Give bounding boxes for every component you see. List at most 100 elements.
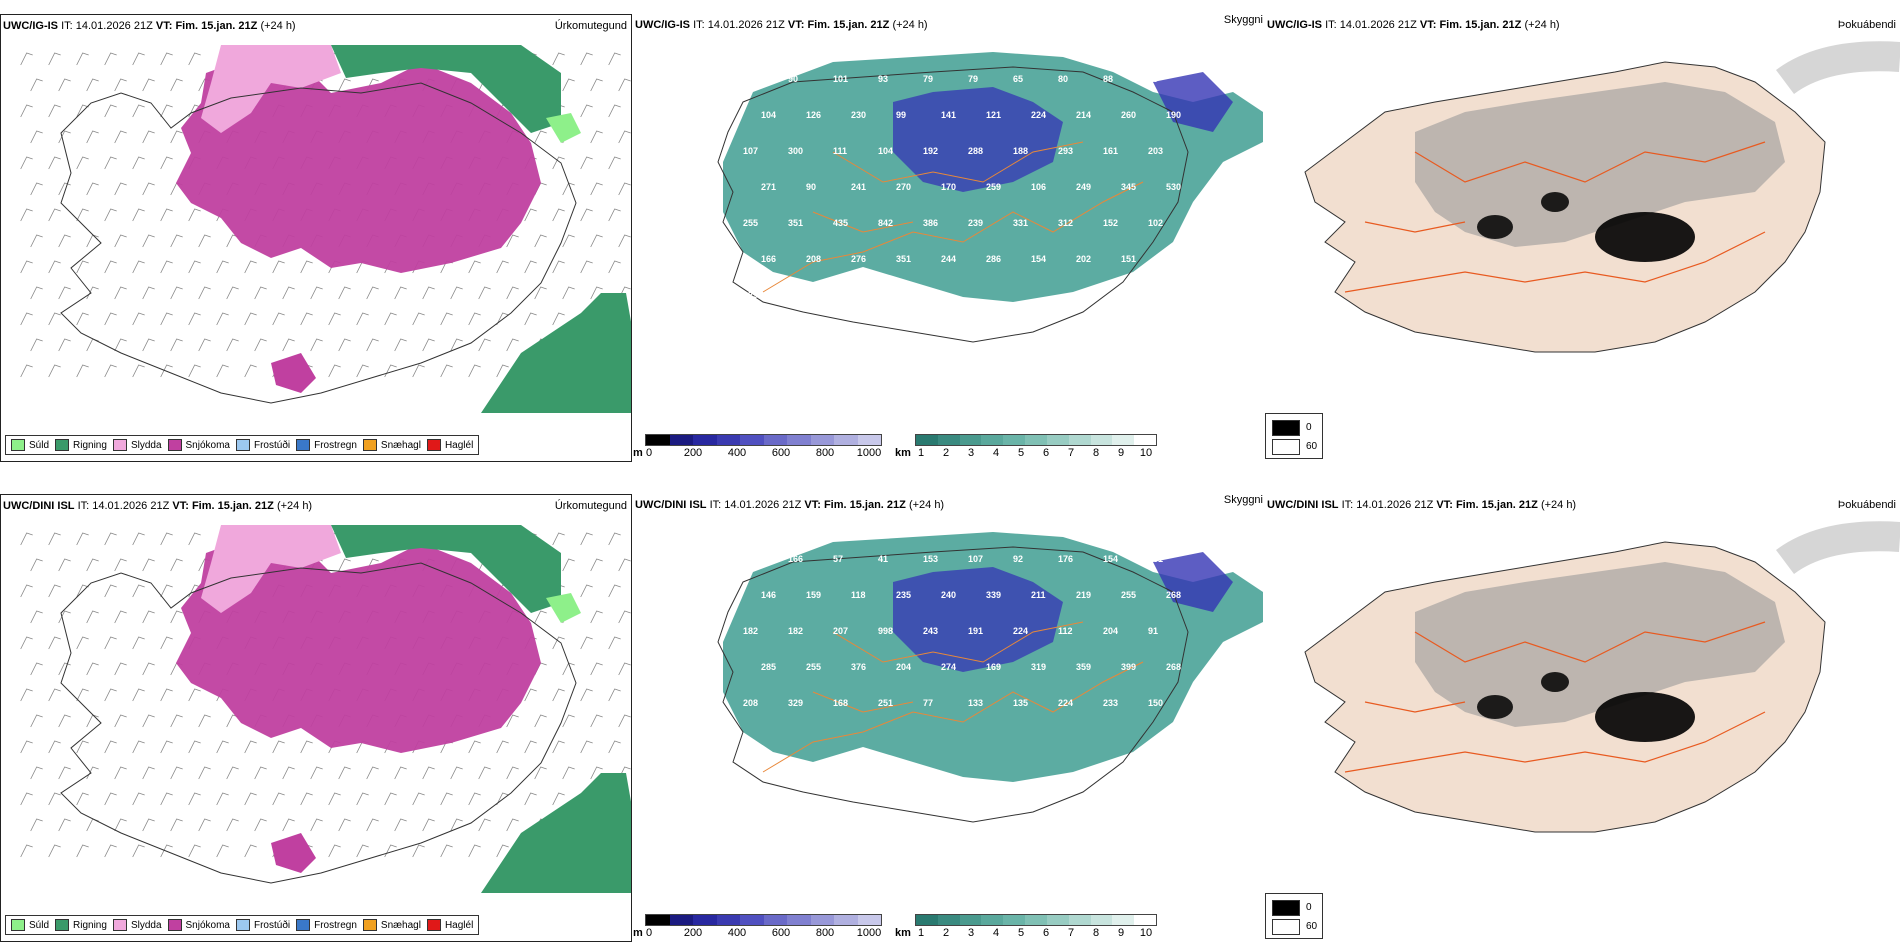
wind-barb (450, 338, 463, 352)
wind-barb (86, 130, 99, 144)
visibility-label: Skyggni (1223, 14, 1263, 26)
wind-barb (580, 636, 593, 650)
wind-barb (272, 792, 285, 806)
title-lead: (+24 h) (260, 20, 296, 32)
wind-barb (534, 286, 547, 300)
cloud-base-blue-ne (1153, 72, 1233, 132)
precip-legend: Súld Rigning Slydda Snjókoma Frostúði Frostre… (5, 915, 480, 935)
cloud-base-value: 376 (851, 662, 866, 672)
wind-barb (496, 364, 509, 378)
wind-barb (440, 312, 453, 326)
fog-panel-title: UWC/IG-IS IT: 14.01.2026 21Z VT: Fim. 15… (1267, 19, 1560, 31)
legend-label: Snæhagl (380, 919, 421, 931)
wind-barb (534, 714, 547, 728)
cloud-base-value: 204 (896, 662, 911, 672)
wind-barb (562, 78, 575, 92)
fog-indicator-panel: UWC/IG-IS IT: 14.01.2026 21Z VT: Fim. 15… (1265, 14, 1900, 462)
wind-barb (338, 766, 351, 780)
wind-barb (244, 740, 257, 754)
wind-barb (142, 558, 155, 572)
wind-barb (20, 52, 33, 66)
wind-barb (590, 182, 603, 196)
roads (762, 141, 1144, 293)
visibility-panel: UWC/DINI ISL IT: 14.01.2026 21Z VT: Fim.… (633, 494, 1263, 942)
cloud-tick: 400 (727, 447, 747, 459)
fog-dark-west (1477, 215, 1513, 239)
title-vt-value: Fim. 15.jan. 21Z (1455, 499, 1538, 511)
cloud-base-value: 106 (1031, 182, 1046, 192)
wind-barb (30, 714, 43, 728)
wind-barb (506, 286, 519, 300)
wind-barb (310, 338, 323, 352)
wind-barb (562, 558, 575, 572)
visibility-label: Skyggni (1223, 494, 1263, 506)
cloud-base-value: 129 (743, 290, 758, 300)
wind-barb (142, 78, 155, 92)
wind-barb (104, 52, 117, 66)
wind-barb (132, 104, 145, 118)
cloud-base-blue (893, 567, 1063, 672)
wind-barb (254, 818, 267, 832)
cloud-base-value: 239 (968, 218, 983, 228)
fog-legend-bottom: 0 60 (1265, 893, 1323, 939)
wind-barb (244, 844, 257, 858)
wind-barb (468, 260, 481, 274)
legend-item: Rigning (55, 439, 107, 451)
vis-tick: 9 (1117, 927, 1125, 939)
wind-barb (272, 312, 285, 326)
cloud-base-labels: 136 90 101 93 79 79 65 80 88 99 104 126 230 99 141 121 2… (743, 74, 1181, 300)
precip-type-panel: UWC/DINI ISL IT: 14.01.2026 21Z VT: Fim.… (0, 494, 632, 942)
cloud-base-value: 240 (941, 590, 956, 600)
title-lead: (+24 h) (276, 500, 313, 512)
wind-barb (506, 338, 519, 352)
wind-barb (114, 558, 127, 572)
wind-barb (76, 52, 89, 66)
wind-barb (48, 688, 61, 702)
wind-barb (580, 208, 593, 222)
wind-barb (142, 714, 155, 728)
wind-barb (618, 610, 631, 624)
wind-barb (30, 338, 43, 352)
cloud-base-value: 121 (986, 110, 1001, 120)
wind-barb (132, 208, 145, 222)
wind-barb (170, 610, 183, 624)
wind-barb (216, 844, 229, 858)
wind-barb (132, 688, 145, 702)
legend-label: Snæhagl (380, 439, 421, 451)
wind-barb (496, 312, 509, 326)
cloud-base-value: 259 (986, 182, 1001, 192)
wind-barb (132, 584, 145, 598)
legend-label: Rigning (73, 919, 107, 931)
wind-barb (244, 260, 257, 274)
cloud-base-value: 151 (1121, 254, 1136, 264)
legend-swatch (426, 919, 441, 931)
legend-label: Slydda (130, 439, 162, 451)
cloud-base-value: 211 (1031, 590, 1046, 600)
wind-barb (478, 338, 491, 352)
wind-barb (226, 286, 239, 300)
cloud-base-value: 208 (743, 698, 758, 708)
cloud-base-value: 225 (743, 554, 758, 564)
cloud-base-value: 255 (806, 662, 821, 672)
wind-barb (160, 208, 173, 222)
legend-item: Snjókoma (167, 919, 230, 931)
wind-barb (384, 312, 397, 326)
wind-barb (142, 610, 155, 624)
wind-barb (496, 792, 509, 806)
wind-barb (468, 364, 481, 378)
cloud-base-value: 300 (788, 146, 803, 156)
vis-tick: 5 (1017, 927, 1025, 939)
wind-barb (580, 52, 593, 66)
cloud-base-value: 99 (896, 110, 906, 120)
wind-barb (30, 662, 43, 676)
wind-barb (534, 766, 547, 780)
wind-barb (590, 766, 603, 780)
wind-barb (608, 260, 621, 274)
wind-barb (104, 260, 117, 274)
wind-barb (170, 714, 183, 728)
cloud-base-value: 79 (968, 74, 978, 84)
wind-barb (300, 792, 313, 806)
wind-barb (580, 584, 593, 598)
cloud-base-value: 224 (1058, 698, 1073, 708)
wind-barb (30, 78, 43, 92)
